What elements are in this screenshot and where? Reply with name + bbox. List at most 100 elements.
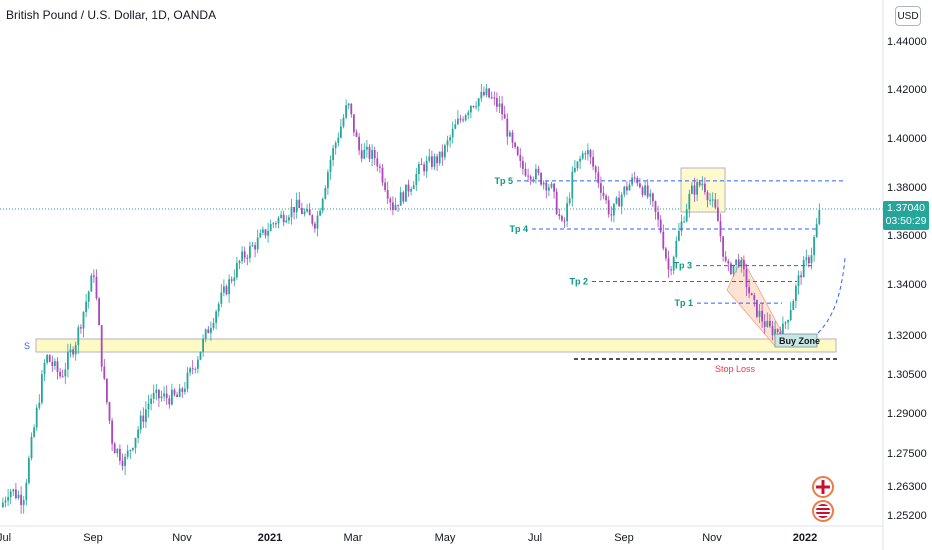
candle-body [38,402,41,408]
candle-body [93,275,95,277]
candle-body [290,206,293,218]
candle-body [714,199,717,208]
candle-body [134,438,137,448]
time-tick-label: May [435,532,456,544]
time-tick-label: 2022 [793,532,817,544]
candle-body [444,145,446,158]
candle-body [605,195,607,201]
candle-body [688,193,691,210]
candle-body [701,183,704,186]
price-tick-label: 1.42000 [887,84,927,96]
candle-body [633,177,636,179]
candle-body [802,259,805,278]
candle-body [623,186,626,195]
candle-body [776,329,779,332]
candle-body [527,175,529,177]
candle-body [121,460,124,467]
time-tick-label: Sep [83,532,103,544]
candle-body [251,245,254,247]
candle-body [173,389,176,395]
candle-body [597,172,600,184]
candle-body [17,494,20,499]
candle-body [126,450,129,457]
candle-body [373,149,376,159]
candle-body [753,295,756,300]
candle-body [407,184,410,192]
candle-body [787,320,789,323]
candle-body [680,221,683,231]
candle-body [264,229,267,236]
candle-body [665,248,667,259]
candle-body [511,132,514,143]
candle-body [327,172,329,188]
candle-body [392,202,394,210]
candle-body [675,240,678,257]
candle-body [340,126,342,138]
take-profit-lines: Tp 5 Tp 4 Tp 3 Tp 2 Tp 1 [494,176,846,308]
candle-body [438,151,441,164]
candle-body [467,112,470,116]
candle-body [69,349,72,353]
time-tick-label: 2021 [258,532,282,544]
candle-body [587,149,589,155]
candle-body [56,361,59,372]
candle-body [199,351,202,360]
candle-body [366,146,368,150]
candle-body [67,352,69,370]
take-profit-label: Tp 5 [494,176,513,186]
candle-body [615,197,618,204]
candle-body [519,155,522,161]
candle-body [730,263,732,274]
candle-body [558,214,561,217]
price-tick-label: 1.34000 [887,279,927,291]
candle-body [628,184,631,191]
candle-body [571,171,574,199]
candle-body [649,193,652,197]
candle-body [298,199,301,209]
candle-body [259,232,262,238]
currency-button[interactable]: USD [895,6,921,26]
candle-body [230,279,233,281]
candle-body [129,449,132,451]
candle-body [212,322,215,328]
candle-body [51,361,54,367]
candle-body [423,164,425,172]
time-axis: Jul Sep Nov 2021 Mar May Jul Sep Nov 2022 [0,532,817,544]
candle-body [683,221,685,223]
resistance-box [680,167,726,213]
take-profit-label: Tp 3 [673,261,692,271]
candle-body [158,389,160,399]
candle-body [405,184,407,202]
candle-body [550,183,553,188]
candle-body [137,429,139,439]
candle-body [769,320,771,327]
candle-body [514,142,516,148]
candle-body [46,355,48,363]
candle-body [659,219,662,232]
candle-body [750,293,753,296]
candle-body [428,156,431,161]
take-profit-label: Tp 4 [509,224,528,234]
price-tick-label: 1.32000 [887,330,927,342]
candle-body [22,500,25,505]
candle-body [311,215,314,224]
candle-body [189,368,191,373]
time-tick-label: Sep [614,532,634,544]
candle-body [100,325,103,367]
candle-body [561,216,563,221]
candle-body [54,361,56,367]
candle-body [155,389,158,393]
candle-body [223,286,225,293]
candle-body [285,220,288,223]
candle-body [243,251,246,258]
candle-body [563,220,566,222]
bar-countdown: 03:50:29 [885,215,927,227]
candle-body [360,150,363,159]
candle-body [95,276,98,299]
candle-body [269,223,272,231]
candle-body [295,199,298,213]
candle-body [454,124,457,129]
candle-body [810,255,813,264]
candle-body [540,172,542,185]
